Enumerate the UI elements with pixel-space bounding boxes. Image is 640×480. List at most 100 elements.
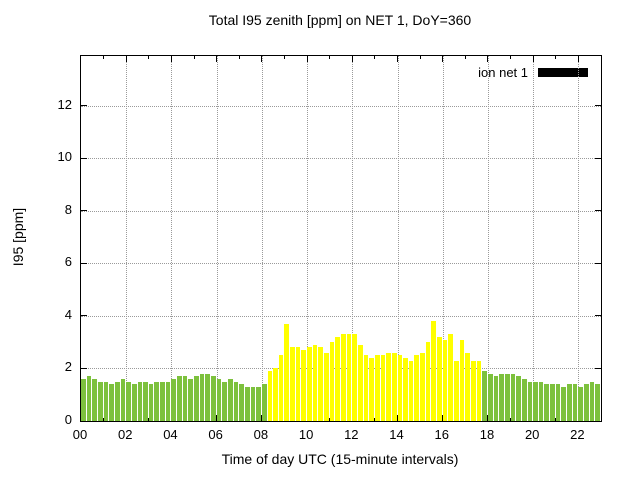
bar-09:15 — [290, 347, 295, 421]
bar-16:30 — [454, 360, 459, 421]
v-gridline — [307, 56, 309, 421]
bar-08:30 — [273, 368, 278, 421]
x-tick-label: 16 — [434, 427, 449, 442]
bar-03:15 — [154, 381, 160, 421]
bar-15:45 — [437, 336, 442, 421]
bar-00:30 — [92, 379, 97, 421]
bar-20:15 — [538, 381, 544, 421]
bar-09:00 — [284, 323, 290, 421]
bar-17:00 — [465, 352, 470, 421]
bar-00:00 — [81, 379, 86, 421]
bar-22:45 — [595, 384, 600, 421]
bar-11:30 — [341, 334, 346, 421]
x-tick-label: 04 — [163, 427, 178, 442]
v-gridline — [578, 56, 580, 421]
bar-13:00 — [374, 355, 380, 421]
bar-09:45 — [301, 350, 307, 421]
bar-06:00 — [216, 379, 222, 421]
bar-08:45 — [278, 355, 284, 421]
x-tick-label: 10 — [298, 427, 314, 442]
bar-14:15 — [403, 357, 408, 421]
legend-label: ion net 1 — [478, 65, 528, 80]
y-tick-mark — [595, 367, 601, 369]
bar-16:15 — [448, 334, 454, 421]
x-tick-mark — [125, 56, 127, 62]
v-gridline — [397, 56, 399, 421]
bar-11:45 — [346, 334, 352, 421]
x-tick-label: 08 — [253, 427, 269, 442]
x-minor-tick-mark — [419, 56, 421, 59]
y-tick-mark — [81, 315, 87, 317]
h-gridline — [81, 263, 601, 265]
x-tick-mark — [216, 56, 218, 62]
y-tick-mark — [595, 262, 601, 264]
bar-10:45 — [324, 352, 329, 421]
y-tick-mark — [81, 157, 87, 159]
bar-04:30 — [182, 376, 188, 421]
x-minor-tick-mark — [510, 56, 512, 59]
y-tick-mark — [81, 367, 87, 369]
y-tick-label: 8 — [64, 201, 72, 217]
x-tick-label: 20 — [524, 427, 540, 442]
v-gridline — [216, 56, 218, 421]
bar-20:00 — [533, 381, 538, 421]
x-tick-mark — [261, 56, 263, 62]
bar-02:00 — [126, 381, 131, 421]
bar-08:15 — [267, 371, 273, 421]
bar-10:30 — [318, 347, 324, 421]
y-tick-label: 4 — [64, 306, 72, 322]
x-tick-mark — [442, 56, 444, 62]
v-gridline — [352, 56, 354, 421]
bar-02:45 — [143, 381, 148, 421]
bar-04:45 — [188, 379, 194, 421]
v-gridline — [261, 56, 263, 421]
y-tick-label: 10 — [57, 149, 72, 165]
bar-05:15 — [199, 373, 205, 421]
bar-06:45 — [233, 381, 239, 421]
bar-15:15 — [425, 342, 431, 421]
bar-05:30 — [205, 373, 210, 421]
bar-13:45 — [391, 352, 397, 421]
bar-18:30 — [499, 373, 504, 421]
bar-10:00 — [307, 347, 312, 421]
x-minor-tick-mark — [148, 56, 150, 59]
x-tick-mark — [397, 56, 399, 62]
bar-18:45 — [504, 373, 510, 421]
plot-area: ion net 1 — [80, 55, 602, 422]
x-minor-tick-mark — [238, 56, 240, 59]
x-axis-label: Time of day UTC (15-minute intervals) — [221, 451, 459, 467]
bar-01:15 — [109, 384, 114, 421]
bar-11:00 — [329, 342, 335, 421]
bar-06:30 — [227, 379, 233, 421]
bar-18:00 — [487, 373, 493, 421]
bar-11:15 — [335, 336, 340, 421]
bar-07:15 — [244, 386, 250, 421]
bar-12:00 — [352, 334, 357, 421]
bar-21:30 — [567, 384, 572, 421]
bar-02:30 — [137, 381, 143, 421]
v-gridline — [442, 56, 444, 421]
bar-15:00 — [420, 352, 425, 421]
x-tick-mark — [306, 56, 308, 62]
x-tick-label: 14 — [389, 427, 404, 442]
h-gridline — [81, 315, 601, 317]
v-gridline — [487, 56, 489, 421]
h-gridline — [81, 210, 601, 212]
y-tick-mark — [595, 157, 601, 159]
bar-21:00 — [555, 384, 561, 421]
x-tick-label: 00 — [72, 427, 88, 442]
bar-17:30 — [476, 360, 482, 421]
bar-12:45 — [369, 357, 374, 421]
bar-05:00 — [194, 376, 199, 421]
bar-00:15 — [86, 376, 92, 421]
bar-20:30 — [544, 384, 550, 421]
legend: ion net 1 — [478, 65, 588, 80]
y-tick-label: 2 — [64, 359, 72, 375]
y-tick-label: 12 — [57, 96, 72, 112]
v-gridline — [126, 56, 128, 421]
x-tick-label: 12 — [344, 427, 359, 442]
x-minor-tick-mark — [193, 56, 195, 59]
bar-22:30 — [589, 381, 595, 421]
bar-12:30 — [363, 355, 369, 421]
y-tick-mark — [81, 210, 87, 212]
